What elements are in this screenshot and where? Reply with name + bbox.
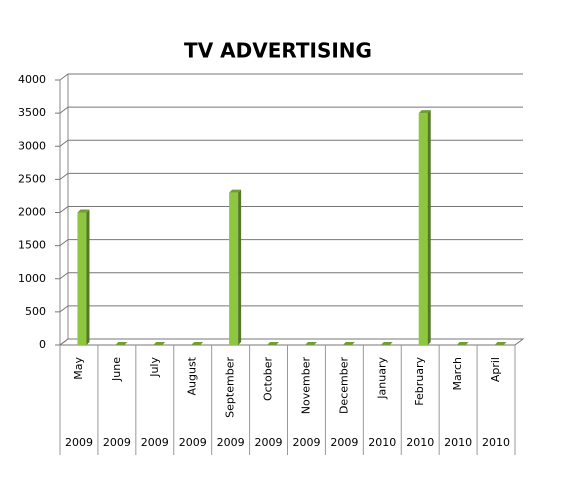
x-tick-label: September <box>224 357 237 418</box>
grid-line <box>59 272 523 280</box>
x-tick-label: July <box>148 357 161 378</box>
bar <box>342 342 355 345</box>
x-group-label: 2009 <box>330 436 358 449</box>
grid-line <box>59 239 523 247</box>
floor <box>58 338 525 346</box>
y-tick-label: 500 <box>25 305 46 318</box>
bar-face <box>77 209 90 213</box>
x-group-label: 2009 <box>179 436 207 449</box>
grid-line <box>59 305 523 313</box>
bar <box>304 342 317 345</box>
x-group-label: 2009 <box>217 436 245 449</box>
bar <box>229 189 242 345</box>
x-group-label: 2009 <box>292 436 320 449</box>
bar-face <box>86 209 90 345</box>
bar-face <box>191 342 204 345</box>
grid-line <box>59 172 523 180</box>
bar-face <box>229 192 239 345</box>
bar-face <box>115 342 128 345</box>
x-tick-label: April <box>489 357 502 382</box>
bar-face <box>267 342 280 345</box>
y-tick-label: 2000 <box>18 206 46 219</box>
bar-face <box>77 212 87 345</box>
y-tick-label: 1500 <box>18 239 46 252</box>
bar <box>418 110 431 345</box>
y-tick-label: 2500 <box>18 172 46 185</box>
grid-line <box>59 338 523 346</box>
bar-face <box>380 342 393 345</box>
bar <box>494 342 507 345</box>
x-group-label: 2010 <box>406 436 434 449</box>
bar <box>77 209 90 345</box>
x-group-label: 2009 <box>141 436 169 449</box>
bar-face <box>427 110 431 345</box>
x-group-label: 2009 <box>65 436 93 449</box>
x-tick-label: December <box>337 357 350 415</box>
x-tick-label: February <box>413 357 426 406</box>
bar-face <box>238 189 242 345</box>
grid-line <box>59 106 523 114</box>
x-tick-label: August <box>186 356 199 395</box>
bar-face <box>418 110 431 114</box>
grid-line <box>59 206 523 213</box>
bar <box>191 342 204 345</box>
bar-face <box>304 342 317 345</box>
y-tick-label: 0 <box>39 338 46 351</box>
bar <box>380 342 393 345</box>
bar-face <box>342 342 355 345</box>
x-tick-label: March <box>451 357 464 391</box>
x-tick-label: November <box>299 357 312 415</box>
x-group-label: 2009 <box>103 436 131 449</box>
x-tick-label: June <box>110 357 123 382</box>
x-group-label: 2010 <box>444 436 472 449</box>
x-group-label: 2010 <box>368 436 396 449</box>
x-group-label: 2010 <box>482 436 510 449</box>
y-tick-label: 1000 <box>18 272 46 285</box>
grid-line <box>59 73 523 81</box>
bar-face <box>456 342 469 345</box>
x-tick-label: January <box>375 357 388 400</box>
bar <box>115 342 128 345</box>
y-tick-label: 3000 <box>18 139 46 152</box>
y-tick-label: 3500 <box>18 106 46 119</box>
bar <box>267 342 280 345</box>
bar-face <box>418 113 428 345</box>
chart-title: TV ADVERTISING <box>184 39 372 63</box>
x-group-label: 2009 <box>255 436 283 449</box>
bar <box>456 342 469 345</box>
bar <box>153 342 166 345</box>
bar-face <box>229 189 242 193</box>
bar-face <box>494 342 507 345</box>
x-tick-label: October <box>262 357 275 401</box>
bar-face <box>153 342 166 345</box>
grid-line <box>59 139 523 147</box>
y-tick-label: 4000 <box>18 73 46 86</box>
x-tick-label: May <box>72 357 85 380</box>
